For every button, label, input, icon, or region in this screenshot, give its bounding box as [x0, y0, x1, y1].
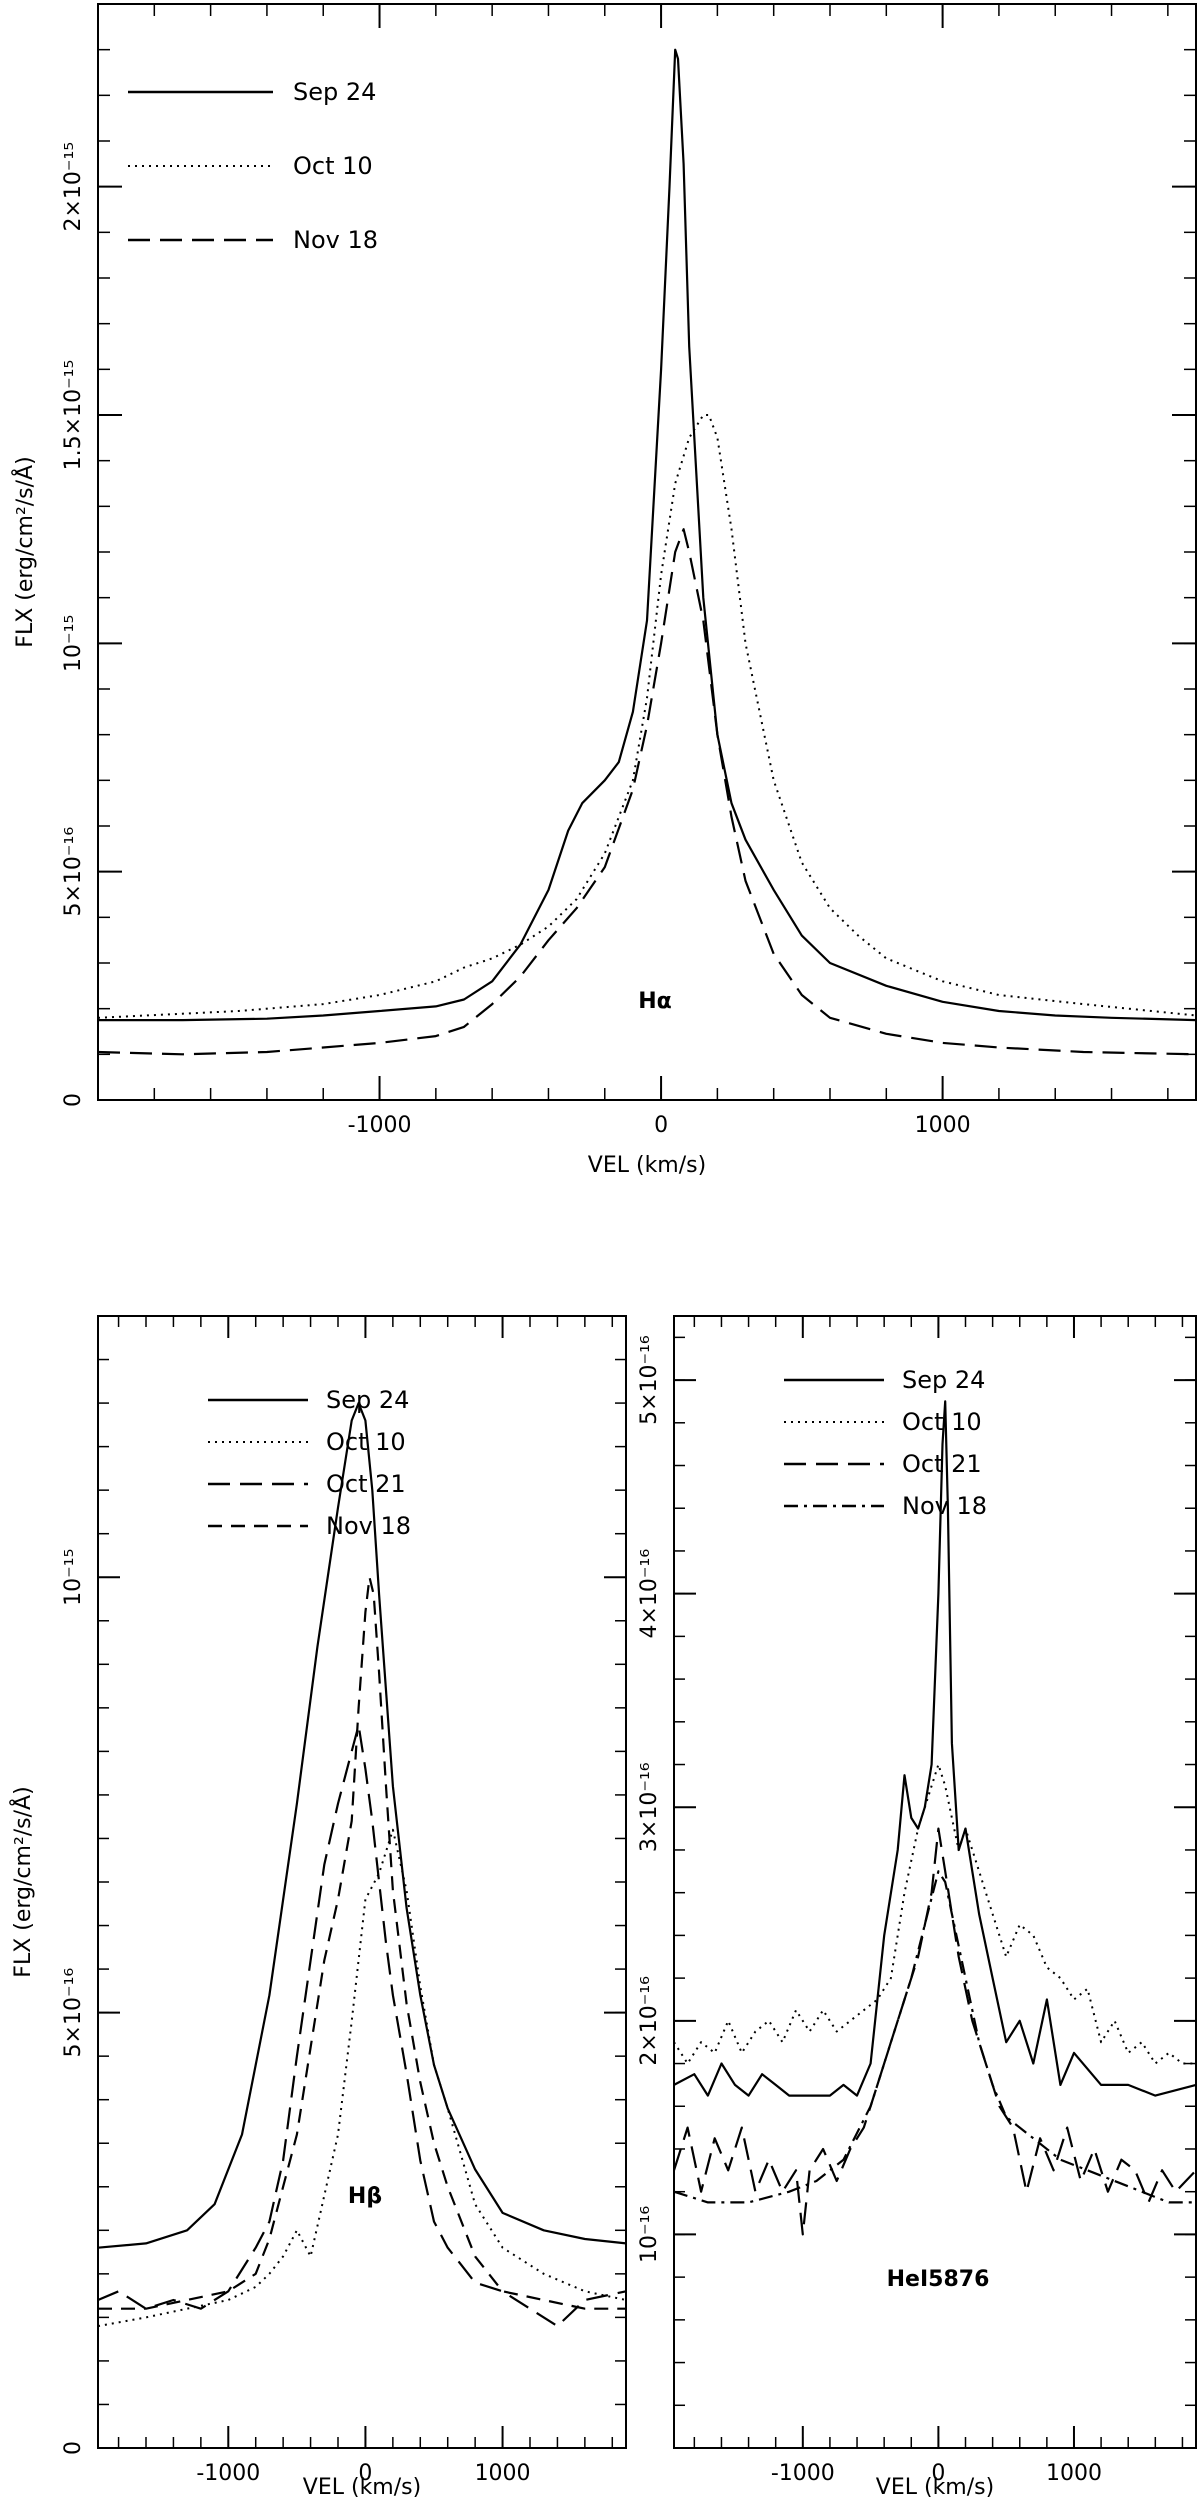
y-tick-label: 5×10⁻¹⁶ [61, 827, 86, 917]
plot-frame [97, 3, 1197, 1101]
series-line-nov-18 [98, 1576, 626, 2310]
x-tick-label: 1000 [1046, 2461, 1102, 2486]
line-annotation: Hβ [348, 2184, 382, 2209]
y-tick-label: 3×10⁻¹⁶ [637, 1762, 662, 1852]
x-axis-title: VEL (km/s) [588, 1153, 706, 1178]
series-line-oct-10 [97, 414, 1197, 1019]
y-tick-label: 0 [61, 1093, 86, 1107]
series-line-oct-21 [97, 1724, 627, 2328]
x-tick-label: 0 [931, 2461, 945, 2486]
x-tick-label: 1000 [915, 1113, 971, 1138]
legend-label: Oct 10 [902, 1408, 982, 1436]
legend-label: Sep 24 [902, 1366, 985, 1394]
y-tick-label: 5×10⁻¹⁶ [637, 1335, 662, 1425]
y-tick-label: 10⁻¹⁵ [61, 615, 86, 672]
y-tick-label: 10⁻¹⁵ [61, 1549, 86, 1606]
series-line-sep-24 [98, 48, 1197, 1022]
x-tick-label: -1000 [348, 1113, 412, 1138]
legend-label: Nov 18 [293, 226, 378, 254]
plot-frame [673, 1315, 1197, 2449]
y-axis-title: FLX (erg/cm²/s/Å) [11, 456, 38, 647]
series-line-nov-18 [97, 528, 1197, 1056]
y-tick-label: 4×10⁻¹⁶ [637, 1549, 662, 1639]
series-line-sep-24 [673, 1400, 1197, 2097]
legend-label: Nov 18 [326, 1512, 411, 1540]
legend-label: Oct 21 [326, 1470, 406, 1498]
hei5876-panel: -1000 0 1000 10⁻¹⁶ 2×10⁻¹⁶ 3×10⁻¹⁶ 4×10⁻¹⁶ 5×10… [637, 1315, 1197, 2500]
legend-label: Oct 10 [326, 1428, 406, 1456]
hbeta-panel: -1000 0 1000 0 5×10⁻¹⁶ 10⁻¹⁵ Sep 24 Oct 10 Oct 2… [9, 1315, 627, 2500]
halpha-panel: -1000 0 1000 0 5×10⁻¹⁶ 10⁻¹⁵ 1.5×10⁻¹⁵ 2×10⁻¹⁵ S… [11, 3, 1197, 1178]
legend-label: Nov 18 [902, 1492, 987, 1520]
x-tick-label: 1000 [475, 2461, 531, 2486]
y-tick-label: 2×10⁻¹⁵ [61, 142, 86, 232]
x-tick-label: 0 [654, 1113, 668, 1138]
x-axis-title: VEL (km/s) [876, 2475, 994, 2500]
y-tick-label: 10⁻¹⁶ [637, 2206, 662, 2263]
line-annotation: Hα [638, 989, 672, 1014]
x-axis-title: VEL (km/s) [303, 2475, 421, 2500]
legend-label: Oct 10 [293, 152, 373, 180]
series-line-oct-21 [672, 1827, 1197, 2236]
x-tick-label: 0 [358, 2461, 372, 2486]
x-tick-label: -1000 [771, 2461, 835, 2486]
y-tick-label: 5×10⁻¹⁶ [61, 1968, 86, 2058]
y-axis-title: FLX (erg/cm²/s/Å) [9, 1786, 36, 1977]
legend-label: Sep 24 [326, 1386, 409, 1414]
line-annotation: HeI5876 [887, 2267, 990, 2292]
series-line-sep-24 [97, 1401, 627, 2249]
y-tick-label: 2×10⁻¹⁶ [637, 1976, 662, 2066]
y-tick-label: 0 [61, 2441, 86, 2455]
y-tick-label: 1.5×10⁻¹⁵ [61, 360, 86, 471]
legend-label: Oct 21 [902, 1450, 982, 1478]
x-tick-label: -1000 [196, 2461, 260, 2486]
legend-label: Sep 24 [293, 78, 376, 106]
series-line-oct-10 [673, 1763, 1196, 2065]
series-line-nov-18 [673, 1870, 1196, 2204]
series-line-oct-10 [97, 1828, 627, 2328]
